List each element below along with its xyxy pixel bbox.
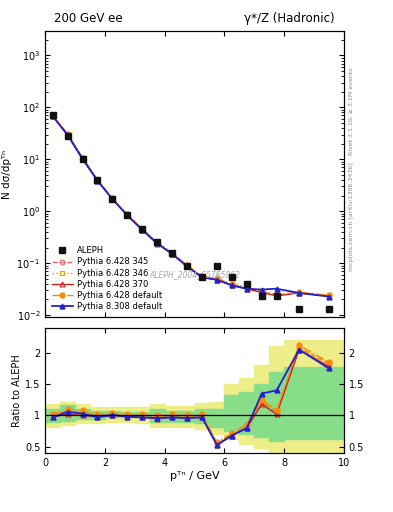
Text: mcplots.cern.ch [arXiv:1306.3436]: mcplots.cern.ch [arXiv:1306.3436] [349, 163, 354, 271]
Text: ALEPH_2004_S5765862: ALEPH_2004_S5765862 [149, 270, 240, 279]
X-axis label: pᵀⁿ / GeV: pᵀⁿ / GeV [170, 471, 219, 481]
Y-axis label: Ratio to ALEPH: Ratio to ALEPH [12, 354, 22, 427]
Y-axis label: N dσ/dpᵀⁿ: N dσ/dpᵀⁿ [2, 150, 12, 199]
Text: Rivet 3.1.10, ≥ 3.1M events: Rivet 3.1.10, ≥ 3.1M events [349, 67, 354, 155]
Legend: ALEPH, Pythia 6.428 345, Pythia 6.428 346, Pythia 6.428 370, Pythia 6.428 defaul: ALEPH, Pythia 6.428 345, Pythia 6.428 34… [50, 244, 165, 313]
Text: 200 GeV ee: 200 GeV ee [54, 12, 123, 25]
Text: γ*/Z (Hadronic): γ*/Z (Hadronic) [244, 12, 335, 25]
